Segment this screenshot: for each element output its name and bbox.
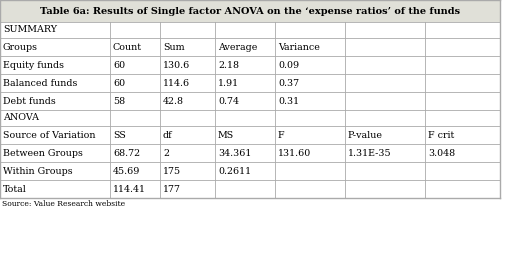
Text: Within Groups: Within Groups <box>3 167 72 176</box>
Text: df: df <box>163 131 172 140</box>
Text: 34.361: 34.361 <box>217 148 251 157</box>
Bar <box>0 0 499 22</box>
Text: MS: MS <box>217 131 234 140</box>
Text: Equity funds: Equity funds <box>3 61 64 69</box>
Text: 68.72: 68.72 <box>113 148 140 157</box>
Text: 131.60: 131.60 <box>277 148 310 157</box>
Text: Groups: Groups <box>3 42 38 52</box>
Text: F crit: F crit <box>427 131 454 140</box>
Text: 114.41: 114.41 <box>113 184 146 193</box>
Text: Count: Count <box>113 42 142 52</box>
Text: 1.31E-35: 1.31E-35 <box>347 148 391 157</box>
Text: SUMMARY: SUMMARY <box>3 25 57 34</box>
Text: Balanced funds: Balanced funds <box>3 78 77 88</box>
Text: 0.09: 0.09 <box>277 61 299 69</box>
Text: Debt funds: Debt funds <box>3 97 55 105</box>
Text: 0.37: 0.37 <box>277 78 299 88</box>
Text: 1.91: 1.91 <box>217 78 239 88</box>
Text: F: F <box>277 131 284 140</box>
Text: Source: Value Research website: Source: Value Research website <box>2 200 125 208</box>
Text: 2.18: 2.18 <box>217 61 239 69</box>
Text: 3.048: 3.048 <box>427 148 454 157</box>
Text: ANOVA: ANOVA <box>3 113 39 123</box>
Text: Sum: Sum <box>163 42 184 52</box>
Text: Between Groups: Between Groups <box>3 148 83 157</box>
Text: 58: 58 <box>113 97 125 105</box>
Text: 177: 177 <box>163 184 181 193</box>
Text: 114.6: 114.6 <box>163 78 190 88</box>
Text: 130.6: 130.6 <box>163 61 190 69</box>
Text: P-value: P-value <box>347 131 382 140</box>
Bar <box>0 22 499 198</box>
Text: Source of Variation: Source of Variation <box>3 131 95 140</box>
Text: SS: SS <box>113 131 126 140</box>
Text: 42.8: 42.8 <box>163 97 184 105</box>
Text: 2: 2 <box>163 148 168 157</box>
Text: 0.2611: 0.2611 <box>217 167 250 176</box>
Text: Total: Total <box>3 184 27 193</box>
Text: 60: 60 <box>113 61 125 69</box>
Text: 0.31: 0.31 <box>277 97 299 105</box>
Text: Average: Average <box>217 42 257 52</box>
Text: Table 6a: Results of Single factor ANOVA on the ‘expense ratios’ of the funds: Table 6a: Results of Single factor ANOVA… <box>40 6 459 16</box>
Text: 45.69: 45.69 <box>113 167 140 176</box>
Text: Variance: Variance <box>277 42 319 52</box>
Text: 175: 175 <box>163 167 181 176</box>
Text: 60: 60 <box>113 78 125 88</box>
Text: 0.74: 0.74 <box>217 97 239 105</box>
